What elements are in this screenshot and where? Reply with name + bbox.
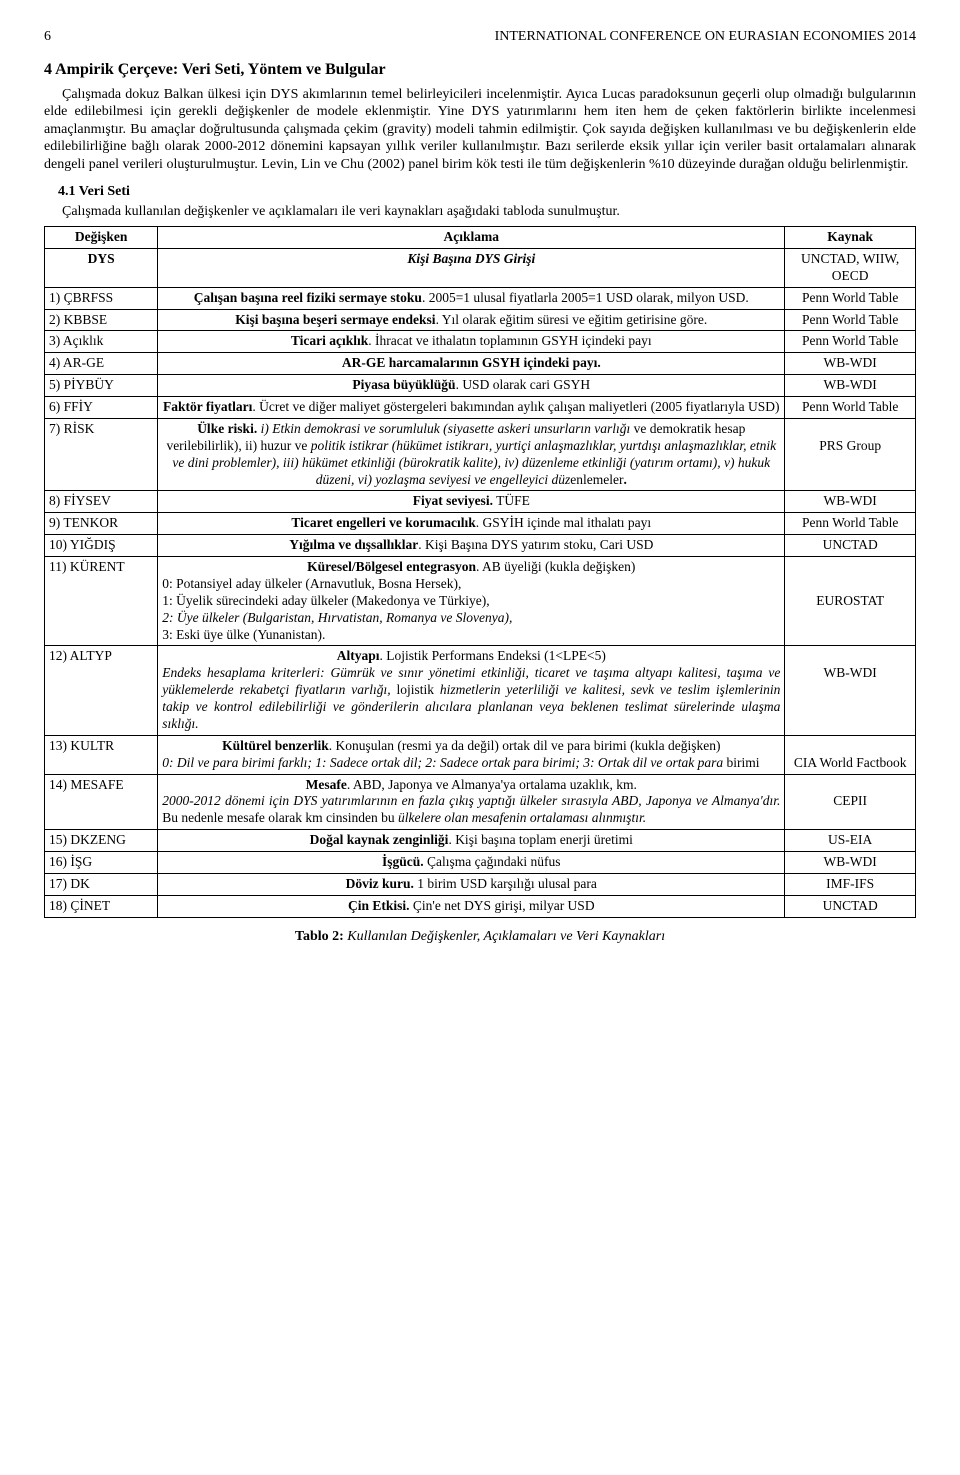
table-header-row: Değişken Açıklama Kaynak (45, 227, 916, 249)
variables-table: Değişken Açıklama Kaynak DYS Kişi Başına… (44, 226, 916, 918)
table-row: 4) AR-GE AR-GE harcamalarının GSYH içind… (45, 353, 916, 375)
table-row: 18) ÇİNET Çin Etkisi. Çin'e net DYS giri… (45, 895, 916, 917)
table-row: 14) MESAFE Mesafe. ABD, Japonya ve Alman… (45, 774, 916, 830)
col-header-source: Kaynak (785, 227, 916, 249)
table-row: 10) YIĞDIŞ Yığılma ve dışsallıklar. Kişi… (45, 535, 916, 557)
table-row: 3) Açıklık Ticari açıklık. İhracat ve it… (45, 331, 916, 353)
caption-text: Kullanılan Değişkenler, Açıklamaları ve … (347, 929, 665, 944)
subsection-title: 4.1 Veri Seti (58, 183, 916, 201)
table-row: 9) TENKOR Ticaret engelleri ve korumacıl… (45, 513, 916, 535)
section-paragraph: Çalışmada dokuz Balkan ülkesi için DYS a… (44, 86, 916, 174)
table-row: 12) ALTYP Altyapı. Lojistik Performans E… (45, 646, 916, 735)
running-header: 6 INTERNATIONAL CONFERENCE ON EURASIAN E… (44, 28, 916, 46)
col-header-description: Açıklama (158, 227, 785, 249)
table-row: 7) RİSK Ülke riski. i) Etkin demokrasi v… (45, 418, 916, 491)
table-row: 1) ÇBRFSS Çalışan başına reel fiziki ser… (45, 287, 916, 309)
table-row: 6) FFİY Faktör fiyatları. Ücret ve diğer… (45, 397, 916, 419)
table-row: 8) FİYSEV Fiyat seviyesi. TÜFE WB-WDI (45, 491, 916, 513)
table-row: 2) KBBSE Kişi başına beşeri sermaye ende… (45, 309, 916, 331)
table-row: 13) KULTR Kültürel benzerlik. Konuşulan … (45, 735, 916, 774)
page-number: 6 (44, 28, 51, 46)
running-title: INTERNATIONAL CONFERENCE ON EURASIAN ECO… (495, 28, 916, 46)
table-row: DYS Kişi Başına DYS Girişi UNCTAD, WIIW,… (45, 248, 916, 287)
subsection-paragraph: Çalışmada kullanılan değişkenler ve açık… (44, 203, 916, 221)
col-header-variable: Değişken (45, 227, 158, 249)
section-title: 4 Ampirik Çerçeve: Veri Seti, Yöntem ve … (44, 60, 916, 80)
table-row: 17) DK Döviz kuru. 1 birim USD karşılığı… (45, 873, 916, 895)
table-row: 5) PİYBÜY Piyasa büyüklüğü. USD olarak c… (45, 375, 916, 397)
caption-label: Tablo 2: (295, 929, 344, 944)
table-row: 11) KÜRENT Küresel/Bölgesel entegrasyon.… (45, 557, 916, 646)
table-caption: Tablo 2: Kullanılan Değişkenler, Açıklam… (44, 928, 916, 946)
table-row: 16) İŞG İşgücü. Çalışma çağındaki nüfus … (45, 852, 916, 874)
table-row: 15) DKZENG Doğal kaynak zenginliği. Kişi… (45, 830, 916, 852)
